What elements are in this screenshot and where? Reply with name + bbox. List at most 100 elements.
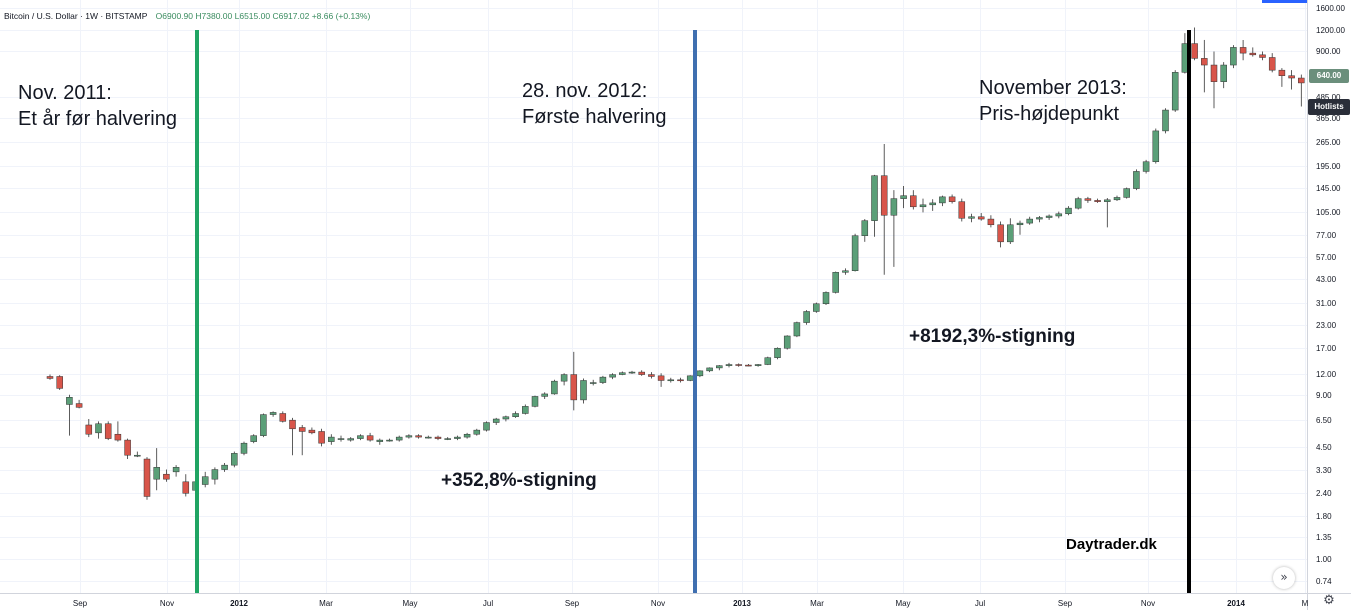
candle-body	[289, 419, 296, 430]
candle-body	[1288, 75, 1295, 79]
annotation-halving: 28. nov. 2012: Første halvering	[522, 78, 667, 130]
candle	[1171, 70, 1179, 112]
x-tick-label: 2014	[1227, 599, 1245, 608]
candle	[968, 213, 975, 223]
y-tick-label: 43.00	[1316, 275, 1337, 284]
gear-icon[interactable]: ⚙	[1323, 593, 1335, 608]
candles	[46, 27, 1305, 500]
candle-body	[745, 364, 752, 367]
candle-body	[66, 397, 73, 405]
hotlists-button[interactable]: Hotlists	[1308, 99, 1350, 115]
candle-body	[619, 372, 626, 375]
candle-body	[425, 436, 432, 439]
candle-body	[1142, 161, 1150, 172]
y-tick-label: 4.50	[1316, 443, 1332, 452]
candle	[269, 411, 277, 417]
candle-body	[1239, 47, 1247, 54]
candle	[1104, 198, 1111, 228]
candle-body	[1055, 213, 1063, 217]
candle	[987, 215, 995, 228]
candle-body	[473, 429, 481, 435]
candle-body	[357, 435, 364, 439]
candle	[1065, 206, 1072, 216]
candle-body	[279, 413, 287, 422]
y-tick-label: 77.00	[1316, 231, 1337, 240]
candle-body	[958, 201, 966, 219]
candle	[221, 463, 228, 472]
y-tick-label: 1600.00	[1316, 4, 1345, 13]
x-tick-label: M	[1302, 599, 1309, 608]
candle	[880, 144, 888, 275]
candle	[279, 411, 287, 423]
candle	[182, 474, 190, 497]
double-chevron-right-icon[interactable]: »	[1273, 567, 1295, 589]
candle	[386, 438, 393, 442]
y-tick-label: 9.00	[1316, 391, 1332, 400]
candle-body	[318, 431, 325, 444]
candle-body	[677, 379, 684, 382]
candle	[551, 379, 558, 395]
y-tick-label: 6.50	[1316, 416, 1332, 425]
candle	[1162, 108, 1169, 134]
candle-body	[308, 429, 316, 434]
candle-body	[842, 270, 849, 273]
candle-body	[803, 311, 810, 323]
marker-halving	[693, 30, 697, 593]
candle-body	[1268, 57, 1276, 71]
candle	[560, 373, 568, 386]
candle-body	[735, 364, 742, 366]
low-value: L6515.00	[234, 11, 271, 21]
candle	[871, 174, 878, 237]
candle	[774, 347, 781, 360]
candle-body	[1045, 215, 1053, 218]
candle	[1298, 74, 1305, 107]
x-tick-label: Nov	[651, 599, 665, 608]
y-tick-label: 195.00	[1316, 162, 1341, 171]
annotation-halving-title: 28. nov. 2012:	[522, 80, 648, 102]
candle-body	[211, 469, 219, 480]
candle	[405, 434, 413, 439]
candle	[366, 432, 374, 442]
candle	[948, 194, 956, 204]
candle-body	[890, 198, 898, 216]
candle	[1055, 211, 1063, 219]
candle	[570, 351, 578, 411]
y-tick-label: 1.35	[1316, 533, 1332, 542]
candle	[609, 373, 616, 380]
candle-body	[648, 374, 655, 377]
x-tick-label: Sep	[73, 599, 88, 608]
candle	[929, 199, 936, 211]
candle	[318, 428, 325, 447]
high-value: H7380.00	[195, 11, 233, 21]
candle	[657, 373, 665, 387]
candle-body	[570, 374, 578, 401]
candle-body	[1298, 77, 1305, 84]
y-tick-label: 145.00	[1316, 184, 1341, 193]
candle	[910, 190, 917, 210]
candle-body	[977, 216, 985, 220]
candle	[735, 363, 742, 367]
candle-body	[1036, 217, 1043, 220]
candle-body	[657, 375, 665, 381]
candle	[706, 367, 713, 373]
candle	[415, 434, 422, 439]
annotation-peak: November 2013: Pris-højdepunkt	[979, 75, 1127, 127]
candle-body	[298, 427, 306, 432]
candle-body	[910, 195, 917, 208]
candle	[541, 392, 548, 400]
candle-body	[250, 435, 257, 442]
open-value: O6900.90	[155, 11, 193, 21]
candle	[85, 419, 93, 438]
candle-body	[522, 406, 529, 414]
candle-body	[764, 357, 772, 365]
last-price-badge: 640.00	[1309, 69, 1349, 83]
candle	[172, 465, 180, 477]
x-tick-label: 2012	[230, 599, 248, 608]
candle	[619, 371, 626, 376]
candle-body	[822, 292, 830, 305]
candle-body	[793, 322, 801, 337]
candle	[1191, 27, 1198, 61]
candle	[1045, 214, 1053, 220]
